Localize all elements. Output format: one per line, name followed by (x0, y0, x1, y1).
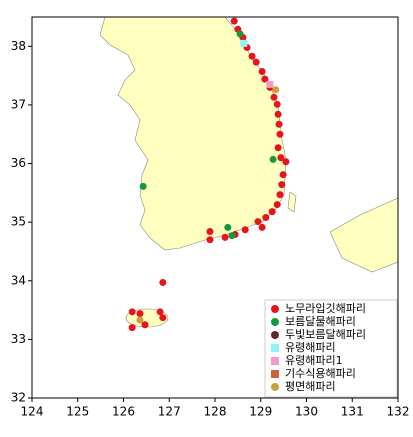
observation-point (206, 228, 214, 236)
observation-point (282, 158, 290, 166)
observation-point (261, 75, 269, 83)
observation-point (136, 316, 144, 324)
legend-box (264, 299, 398, 398)
observation-point (262, 213, 270, 221)
legend-label: 두빛보름달해파리 (285, 327, 366, 341)
legend-label: 노무라입깃해파리 (285, 301, 366, 315)
observation-point (275, 120, 283, 128)
observation-point (228, 232, 236, 240)
y-tick-label: 38 (11, 39, 26, 53)
observation-point (221, 233, 229, 241)
observation-point (272, 86, 280, 94)
observation-point (241, 226, 249, 234)
observation-point (258, 223, 266, 231)
observation-point (248, 52, 256, 60)
observation-point (277, 154, 285, 162)
observation-point (266, 80, 274, 88)
observation-point (141, 321, 149, 329)
observation-point (230, 17, 238, 25)
legend: 노무라입깃해파리보름달물해파리두빛보름달해파리유령해파리유령해파리1기수식용해파… (264, 299, 398, 398)
observation-point (269, 155, 277, 163)
legend-marker (271, 383, 279, 391)
x-tick-label: 127 (158, 405, 181, 419)
x-tick-label: 131 (341, 405, 364, 419)
observation-point (276, 130, 284, 138)
x-tick-label: 128 (204, 405, 227, 419)
x-tick-label: 132 (387, 405, 410, 419)
y-tick-label: 37 (11, 97, 26, 111)
x-tick-label: 125 (66, 405, 89, 419)
legend-marker (271, 318, 279, 326)
legend-label: 보름달물해파리 (285, 314, 356, 328)
x-tick-label: 124 (21, 405, 44, 419)
observation-point (128, 324, 136, 332)
observation-point (273, 100, 281, 108)
x-tick-label: 126 (112, 405, 135, 419)
y-tick-label: 35 (11, 215, 26, 229)
observation-point (273, 201, 281, 209)
observation-point (159, 279, 167, 287)
x-tick-label: 130 (295, 405, 318, 419)
observation-point (279, 171, 287, 179)
observation-point (128, 308, 136, 316)
legend-marker (271, 370, 279, 378)
legend-marker (271, 305, 279, 313)
observation-point (258, 68, 266, 76)
legend-label: 평면해파리 (285, 379, 336, 393)
observation-point (236, 30, 244, 38)
observation-point (206, 236, 214, 244)
legend-marker (271, 357, 279, 365)
japan (329, 197, 399, 273)
y-tick-label: 32 (11, 391, 26, 405)
observation-point (268, 208, 276, 216)
observation-point (136, 310, 144, 318)
y-tick-label: 36 (11, 156, 26, 170)
legend-marker (271, 331, 279, 339)
observation-point (270, 93, 278, 101)
observation-point (139, 182, 147, 190)
observation-point (276, 191, 284, 199)
observation-point (252, 58, 260, 66)
observation-point (254, 218, 262, 226)
land (99, 16, 399, 328)
observation-point (278, 181, 286, 189)
y-tick-label: 33 (11, 332, 26, 346)
korean-peninsula (99, 16, 287, 251)
observation-point (224, 223, 232, 231)
observation-point (274, 110, 282, 118)
tsushima (287, 191, 297, 213)
legend-marker (271, 344, 279, 352)
y-tick-label: 34 (11, 273, 26, 287)
legend-label: 기수식용해파리 (285, 366, 356, 380)
legend-label: 유령해파리1 (285, 353, 343, 367)
observation-point (274, 144, 282, 152)
x-tick-label: 129 (249, 405, 272, 419)
observation-point (159, 314, 167, 322)
observation-point (240, 39, 248, 47)
observation-point (156, 308, 164, 316)
legend-label: 유령해파리 (285, 340, 336, 354)
